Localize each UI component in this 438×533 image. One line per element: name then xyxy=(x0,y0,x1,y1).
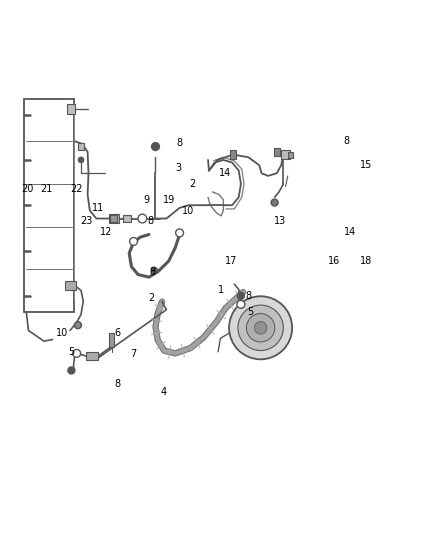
Circle shape xyxy=(73,350,81,357)
Bar xyxy=(288,151,293,158)
Circle shape xyxy=(68,367,75,374)
Text: 13: 13 xyxy=(274,216,286,226)
Text: 5: 5 xyxy=(68,347,74,357)
Text: 11: 11 xyxy=(92,203,105,213)
Text: 2: 2 xyxy=(148,294,154,303)
Circle shape xyxy=(152,143,159,150)
Text: 14: 14 xyxy=(219,168,232,178)
Circle shape xyxy=(238,305,283,351)
Text: 1: 1 xyxy=(218,286,224,295)
Text: 21: 21 xyxy=(40,184,52,194)
Text: 4: 4 xyxy=(160,387,166,397)
Bar xyxy=(65,281,76,289)
Text: 8: 8 xyxy=(149,267,155,277)
Text: 15: 15 xyxy=(360,160,373,170)
Text: 20: 20 xyxy=(21,184,34,194)
Circle shape xyxy=(176,229,184,237)
Text: 12: 12 xyxy=(100,227,113,237)
Circle shape xyxy=(247,313,275,342)
Bar xyxy=(109,334,114,346)
Text: 22: 22 xyxy=(71,184,83,194)
Bar xyxy=(78,143,84,150)
Circle shape xyxy=(271,199,278,206)
Bar xyxy=(86,352,98,360)
Bar xyxy=(281,150,290,159)
Circle shape xyxy=(237,301,245,308)
Bar xyxy=(24,99,74,312)
Circle shape xyxy=(229,296,292,359)
Text: 8: 8 xyxy=(147,216,153,226)
Bar xyxy=(110,215,117,222)
Circle shape xyxy=(254,321,267,334)
Circle shape xyxy=(74,321,81,329)
Text: 3: 3 xyxy=(175,163,181,173)
Circle shape xyxy=(237,292,244,300)
Text: 16: 16 xyxy=(328,256,340,266)
Text: 23: 23 xyxy=(80,216,92,226)
Text: 9: 9 xyxy=(144,195,150,205)
Text: 19: 19 xyxy=(162,195,175,205)
Text: 17: 17 xyxy=(225,256,237,266)
Text: 6: 6 xyxy=(114,328,120,338)
Text: 14: 14 xyxy=(344,227,357,237)
Text: 8: 8 xyxy=(343,136,349,146)
Text: 2: 2 xyxy=(190,179,196,189)
Circle shape xyxy=(130,238,138,245)
Text: 7: 7 xyxy=(131,350,137,359)
Text: 18: 18 xyxy=(360,256,372,266)
Bar xyxy=(123,215,131,222)
Text: 10: 10 xyxy=(56,328,68,338)
Text: 8: 8 xyxy=(114,379,120,389)
Bar xyxy=(67,104,75,114)
Text: 5: 5 xyxy=(247,307,254,317)
Text: 8: 8 xyxy=(245,291,251,301)
Bar xyxy=(109,214,119,223)
Circle shape xyxy=(78,157,84,163)
Bar xyxy=(230,150,236,159)
Text: 10: 10 xyxy=(182,206,194,215)
Text: 8: 8 xyxy=(177,138,183,148)
Circle shape xyxy=(151,267,157,273)
Bar xyxy=(274,148,280,156)
Circle shape xyxy=(138,214,147,223)
